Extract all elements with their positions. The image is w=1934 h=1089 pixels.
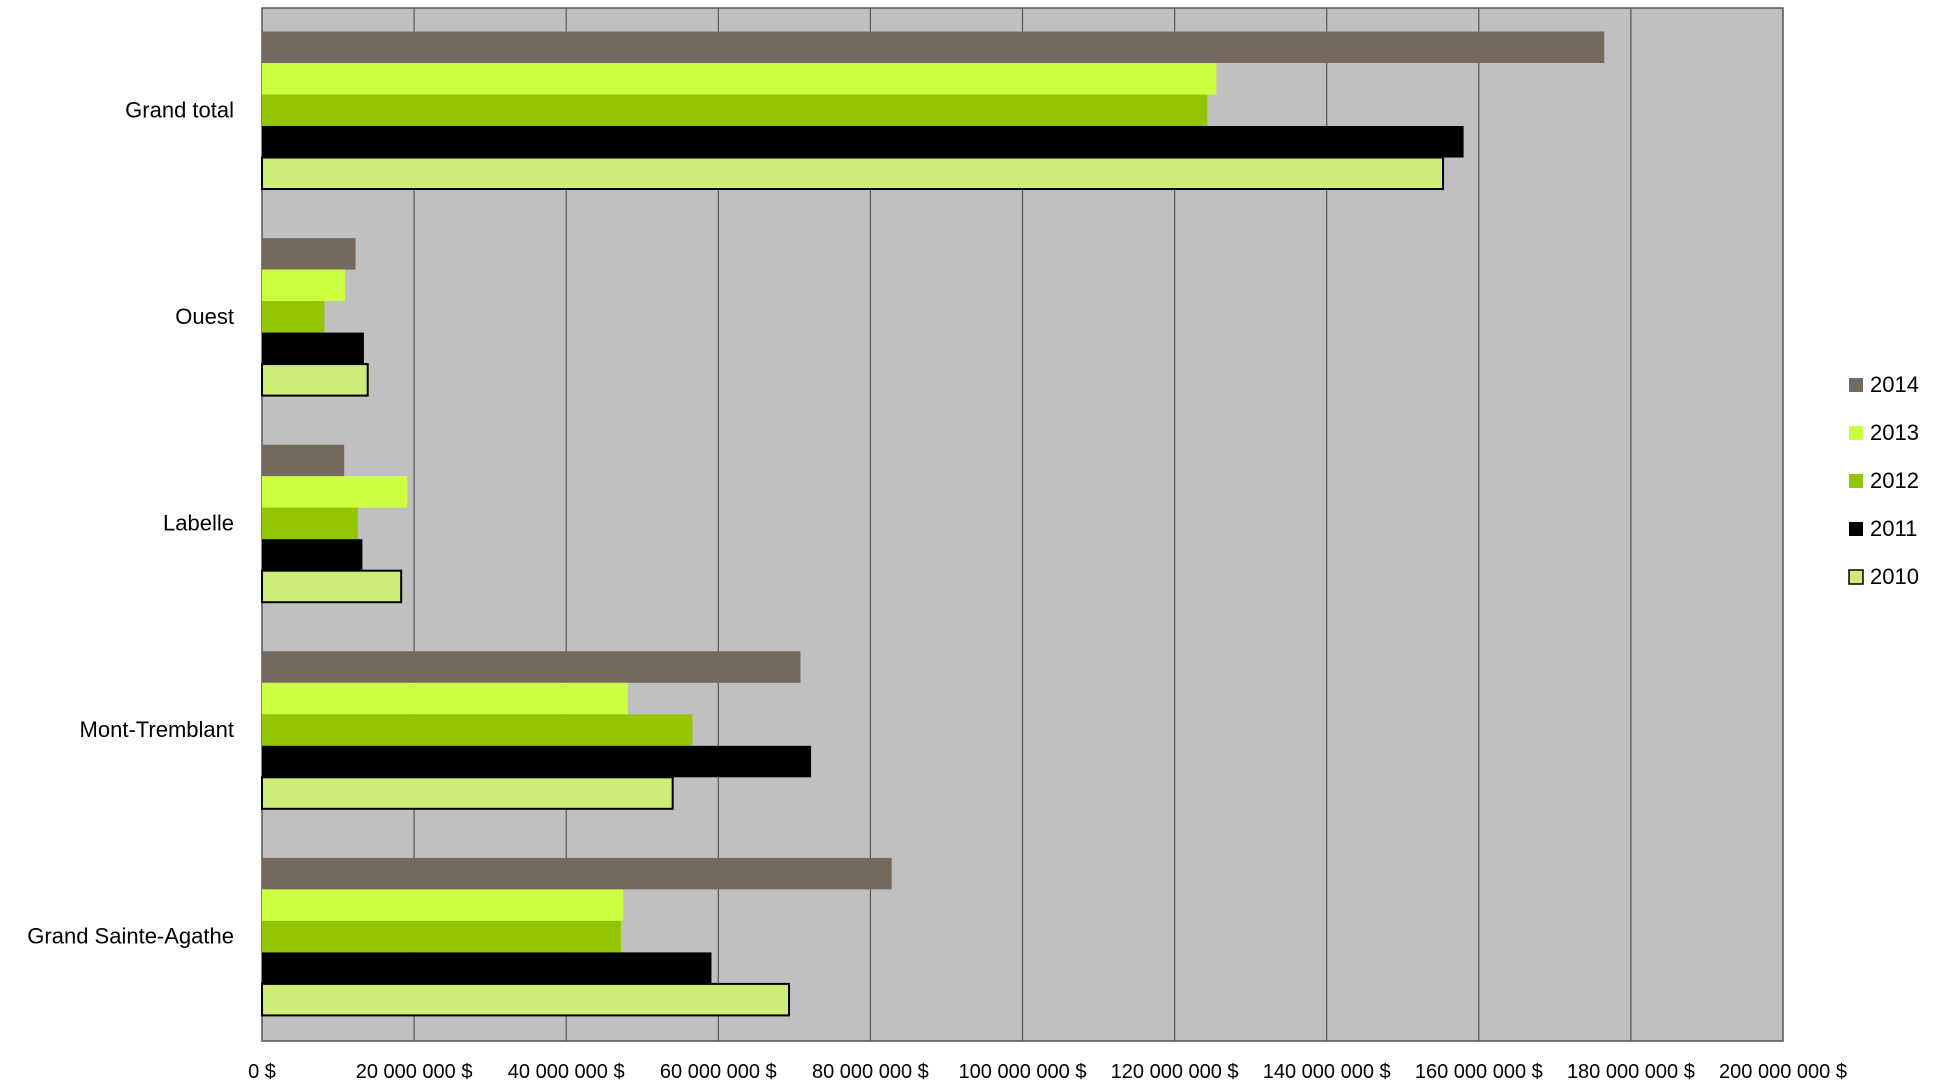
category-label: Grand Sainte-Agathe xyxy=(27,924,234,949)
legend-label: 2012 xyxy=(1870,468,1919,493)
bar-2010 xyxy=(261,569,403,604)
legend-swatch-2010 xyxy=(1848,569,1864,585)
category-label: Ouest xyxy=(175,304,234,329)
bar-2011 xyxy=(262,952,712,984)
x-tick-label: 160 000 000 $ xyxy=(1415,1061,1543,1083)
bar-2012 xyxy=(262,507,358,540)
x-tick-label: 40 000 000 $ xyxy=(508,1061,625,1083)
bar-2014 xyxy=(262,444,345,477)
bar-2010 xyxy=(261,363,369,397)
category-label: Grand total xyxy=(125,97,234,122)
x-tick-label: 120 000 000 $ xyxy=(1111,1061,1239,1083)
bar-2012 xyxy=(262,301,325,333)
bar-2012 xyxy=(262,920,621,953)
category-labels: Grand total Ouest Labelle Mont-Tremblant Gra… xyxy=(27,97,234,948)
legend-label: 2013 xyxy=(1870,420,1919,445)
bar-2010 xyxy=(261,156,1445,190)
x-axis-ticks: 0 $ 20 000 000 $ 40 000 000 $ 60 000 000 $ 8… xyxy=(248,1061,1847,1083)
category-label: Labelle xyxy=(163,510,234,535)
x-tick-label: 0 $ xyxy=(248,1061,276,1083)
x-tick-label: 20 000 000 $ xyxy=(356,1061,473,1083)
legend-swatch-2014 xyxy=(1849,378,1863,392)
legend-swatch-2012 xyxy=(1849,474,1863,488)
bar-2012 xyxy=(262,94,1208,126)
legend-label: 2014 xyxy=(1870,372,1919,397)
bar-2013 xyxy=(262,63,1217,95)
bar-2014 xyxy=(262,651,801,683)
bar-2013 xyxy=(262,476,408,508)
legend-swatch-2011 xyxy=(1849,522,1863,536)
x-tick-label: 60 000 000 $ xyxy=(660,1061,777,1083)
bar-2014 xyxy=(262,238,356,270)
category-label: Mont-Tremblant xyxy=(80,717,234,742)
x-tick-label: 80 000 000 $ xyxy=(812,1061,929,1083)
x-tick-label: 140 000 000 $ xyxy=(1263,1061,1391,1083)
bar-2011 xyxy=(262,126,1464,158)
legend: 2014 2013 2012 2011 2010 xyxy=(1848,372,1919,589)
x-tick-label: 200 000 000 $ xyxy=(1719,1061,1847,1083)
bar-2012 xyxy=(262,714,693,746)
bar-2011 xyxy=(262,332,364,365)
legend-swatch-2013 xyxy=(1849,426,1863,440)
bar-2011 xyxy=(262,745,812,778)
bar-2014 xyxy=(262,31,1605,63)
bar-2014 xyxy=(262,857,892,890)
x-tick-label: 100 000 000 $ xyxy=(959,1061,1087,1083)
bar-2011 xyxy=(262,539,363,571)
bar-2013 xyxy=(262,889,624,921)
bar-2010 xyxy=(261,776,674,810)
legend-label: 2011 xyxy=(1870,516,1917,541)
bar-2013 xyxy=(262,682,628,715)
x-tick-label: 180 000 000 $ xyxy=(1567,1061,1695,1083)
bar-2013 xyxy=(262,269,345,302)
legend-label: 2010 xyxy=(1870,564,1919,589)
bars xyxy=(261,31,1605,1017)
bar-2010 xyxy=(261,982,791,1017)
